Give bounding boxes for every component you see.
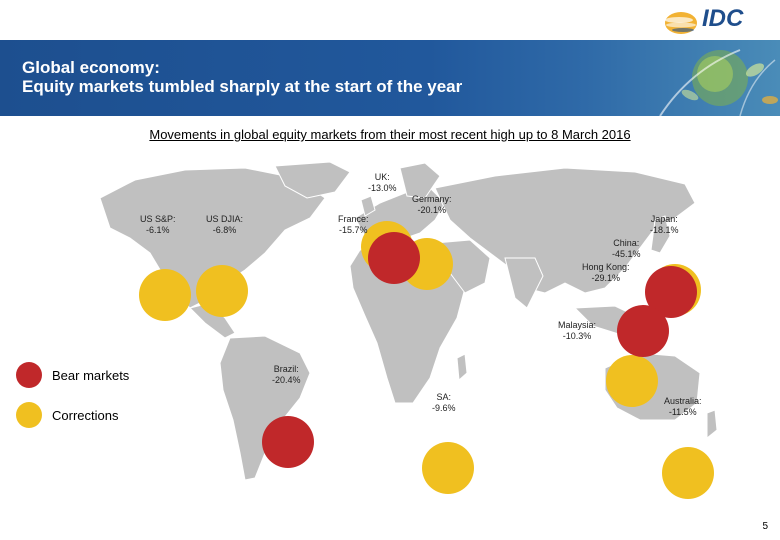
label-us-sp: US S&P: -6.1%: [140, 214, 176, 235]
land-masses: [99, 161, 718, 481]
scandinavia-shape: [399, 162, 441, 199]
legend-bear-label: Bear markets: [52, 368, 130, 383]
label-uk: UK: -13.0%: [368, 172, 397, 193]
label-hong-kong: Hong Kong: -29.1%: [582, 262, 630, 283]
title-banner: [0, 40, 780, 116]
label-malaysia: Malaysia: -10.3%: [558, 320, 597, 341]
label-sa: SA: -9.6%: [432, 392, 456, 413]
madagascar-shape: [456, 353, 468, 382]
new-zealand-shape: [706, 409, 718, 440]
page-number: 5: [762, 521, 768, 532]
legend-bear-icon: [16, 362, 42, 388]
label-australia: Australia: -11.5%: [664, 396, 702, 417]
label-brazil: Brazil: -20.4%: [272, 364, 301, 385]
label-us-djia: US DJIA: -6.8%: [206, 214, 244, 235]
map-subtitle: Movements in global equity markets from …: [149, 127, 631, 142]
label-china: China: -45.1%: [612, 238, 641, 259]
page-title: Global economy: Equity markets tumbled s…: [22, 58, 462, 96]
south-america-shape: [219, 335, 311, 481]
greenland-shape: [274, 161, 351, 199]
decorative-leaves-icon: [659, 49, 778, 116]
japan-shape: [650, 215, 671, 254]
label-japan: Japan: -18.1%: [650, 214, 679, 235]
india-shape: [504, 257, 544, 309]
legend-correction-icon: [16, 402, 42, 428]
logo-text: IDC: [702, 5, 744, 32]
idc-logo-icon: [665, 12, 697, 34]
asia-shape: [434, 167, 696, 294]
world-map: [99, 161, 718, 481]
label-france: France: -15.7%: [338, 214, 369, 235]
title-line-1: Global economy:: [22, 58, 160, 77]
legend-correction-label: Corrections: [52, 408, 119, 423]
central-america-shape: [189, 302, 236, 339]
label-germany: Germany: -20.1%: [412, 194, 452, 215]
title-line-2: Equity markets tumbled sharply at the st…: [22, 77, 463, 96]
uk-shape: [360, 195, 376, 217]
